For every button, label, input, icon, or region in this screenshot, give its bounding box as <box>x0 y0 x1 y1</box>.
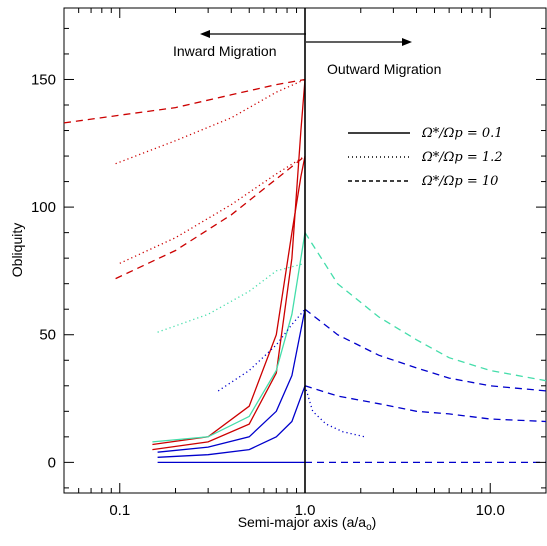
series-line-dashed <box>304 385 546 423</box>
y-tick-label: 100 <box>31 199 56 216</box>
legend-label: Ω*/Ωp = 10 <box>421 174 498 189</box>
x-tick-label: 1.0 <box>295 502 316 519</box>
x-axis-label-close: ) <box>372 514 377 530</box>
y-axis-label: Obliquity <box>9 223 25 277</box>
series-line-dotted <box>119 155 306 264</box>
series-line-dotted <box>115 78 306 165</box>
y-tick-label: 0 <box>48 454 56 471</box>
outward-arrow <box>306 38 412 46</box>
series-line-dashed <box>115 155 306 280</box>
inward-arrow <box>200 30 306 38</box>
outward-migration-label: Outward Migration <box>327 61 441 77</box>
series-line-solid <box>157 309 306 453</box>
inward-migration-label: Inward Migration <box>173 43 277 59</box>
series-layer <box>64 78 546 464</box>
legend-label: Ω*/Ωp = 0.1 <box>421 126 503 141</box>
series-line-solid <box>152 232 306 443</box>
series-line-dotted <box>304 385 365 438</box>
x-axis-label: Semi-major axis (a/ao) <box>238 514 377 533</box>
y-tick-label: 50 <box>39 327 56 344</box>
tick-layer: 0.1 1.0 10.0 0 50 100 150 <box>31 8 547 519</box>
x-axis-label-sub: o <box>366 522 372 533</box>
series-line-dashed <box>304 308 546 392</box>
y-tick-label: 150 <box>31 71 56 88</box>
series-line-solid <box>152 155 306 446</box>
x-tick-label: 10.0 <box>476 502 505 519</box>
legend: Ω*/Ωp = 0.1 Ω*/Ωp = 1.2 Ω*/Ωp = 10 <box>348 126 503 189</box>
x-tick-label: 0.1 <box>109 502 130 519</box>
series-line-dashed <box>64 78 306 124</box>
series-line-dashed <box>304 232 546 382</box>
series-line-solid <box>152 79 306 451</box>
x-axis-label-main: Semi-major axis (a/a <box>238 514 367 530</box>
legend-label: Ω*/Ωp = 1.2 <box>421 150 503 165</box>
series-line-solid <box>157 385 306 458</box>
series-line-dotted <box>217 308 306 392</box>
